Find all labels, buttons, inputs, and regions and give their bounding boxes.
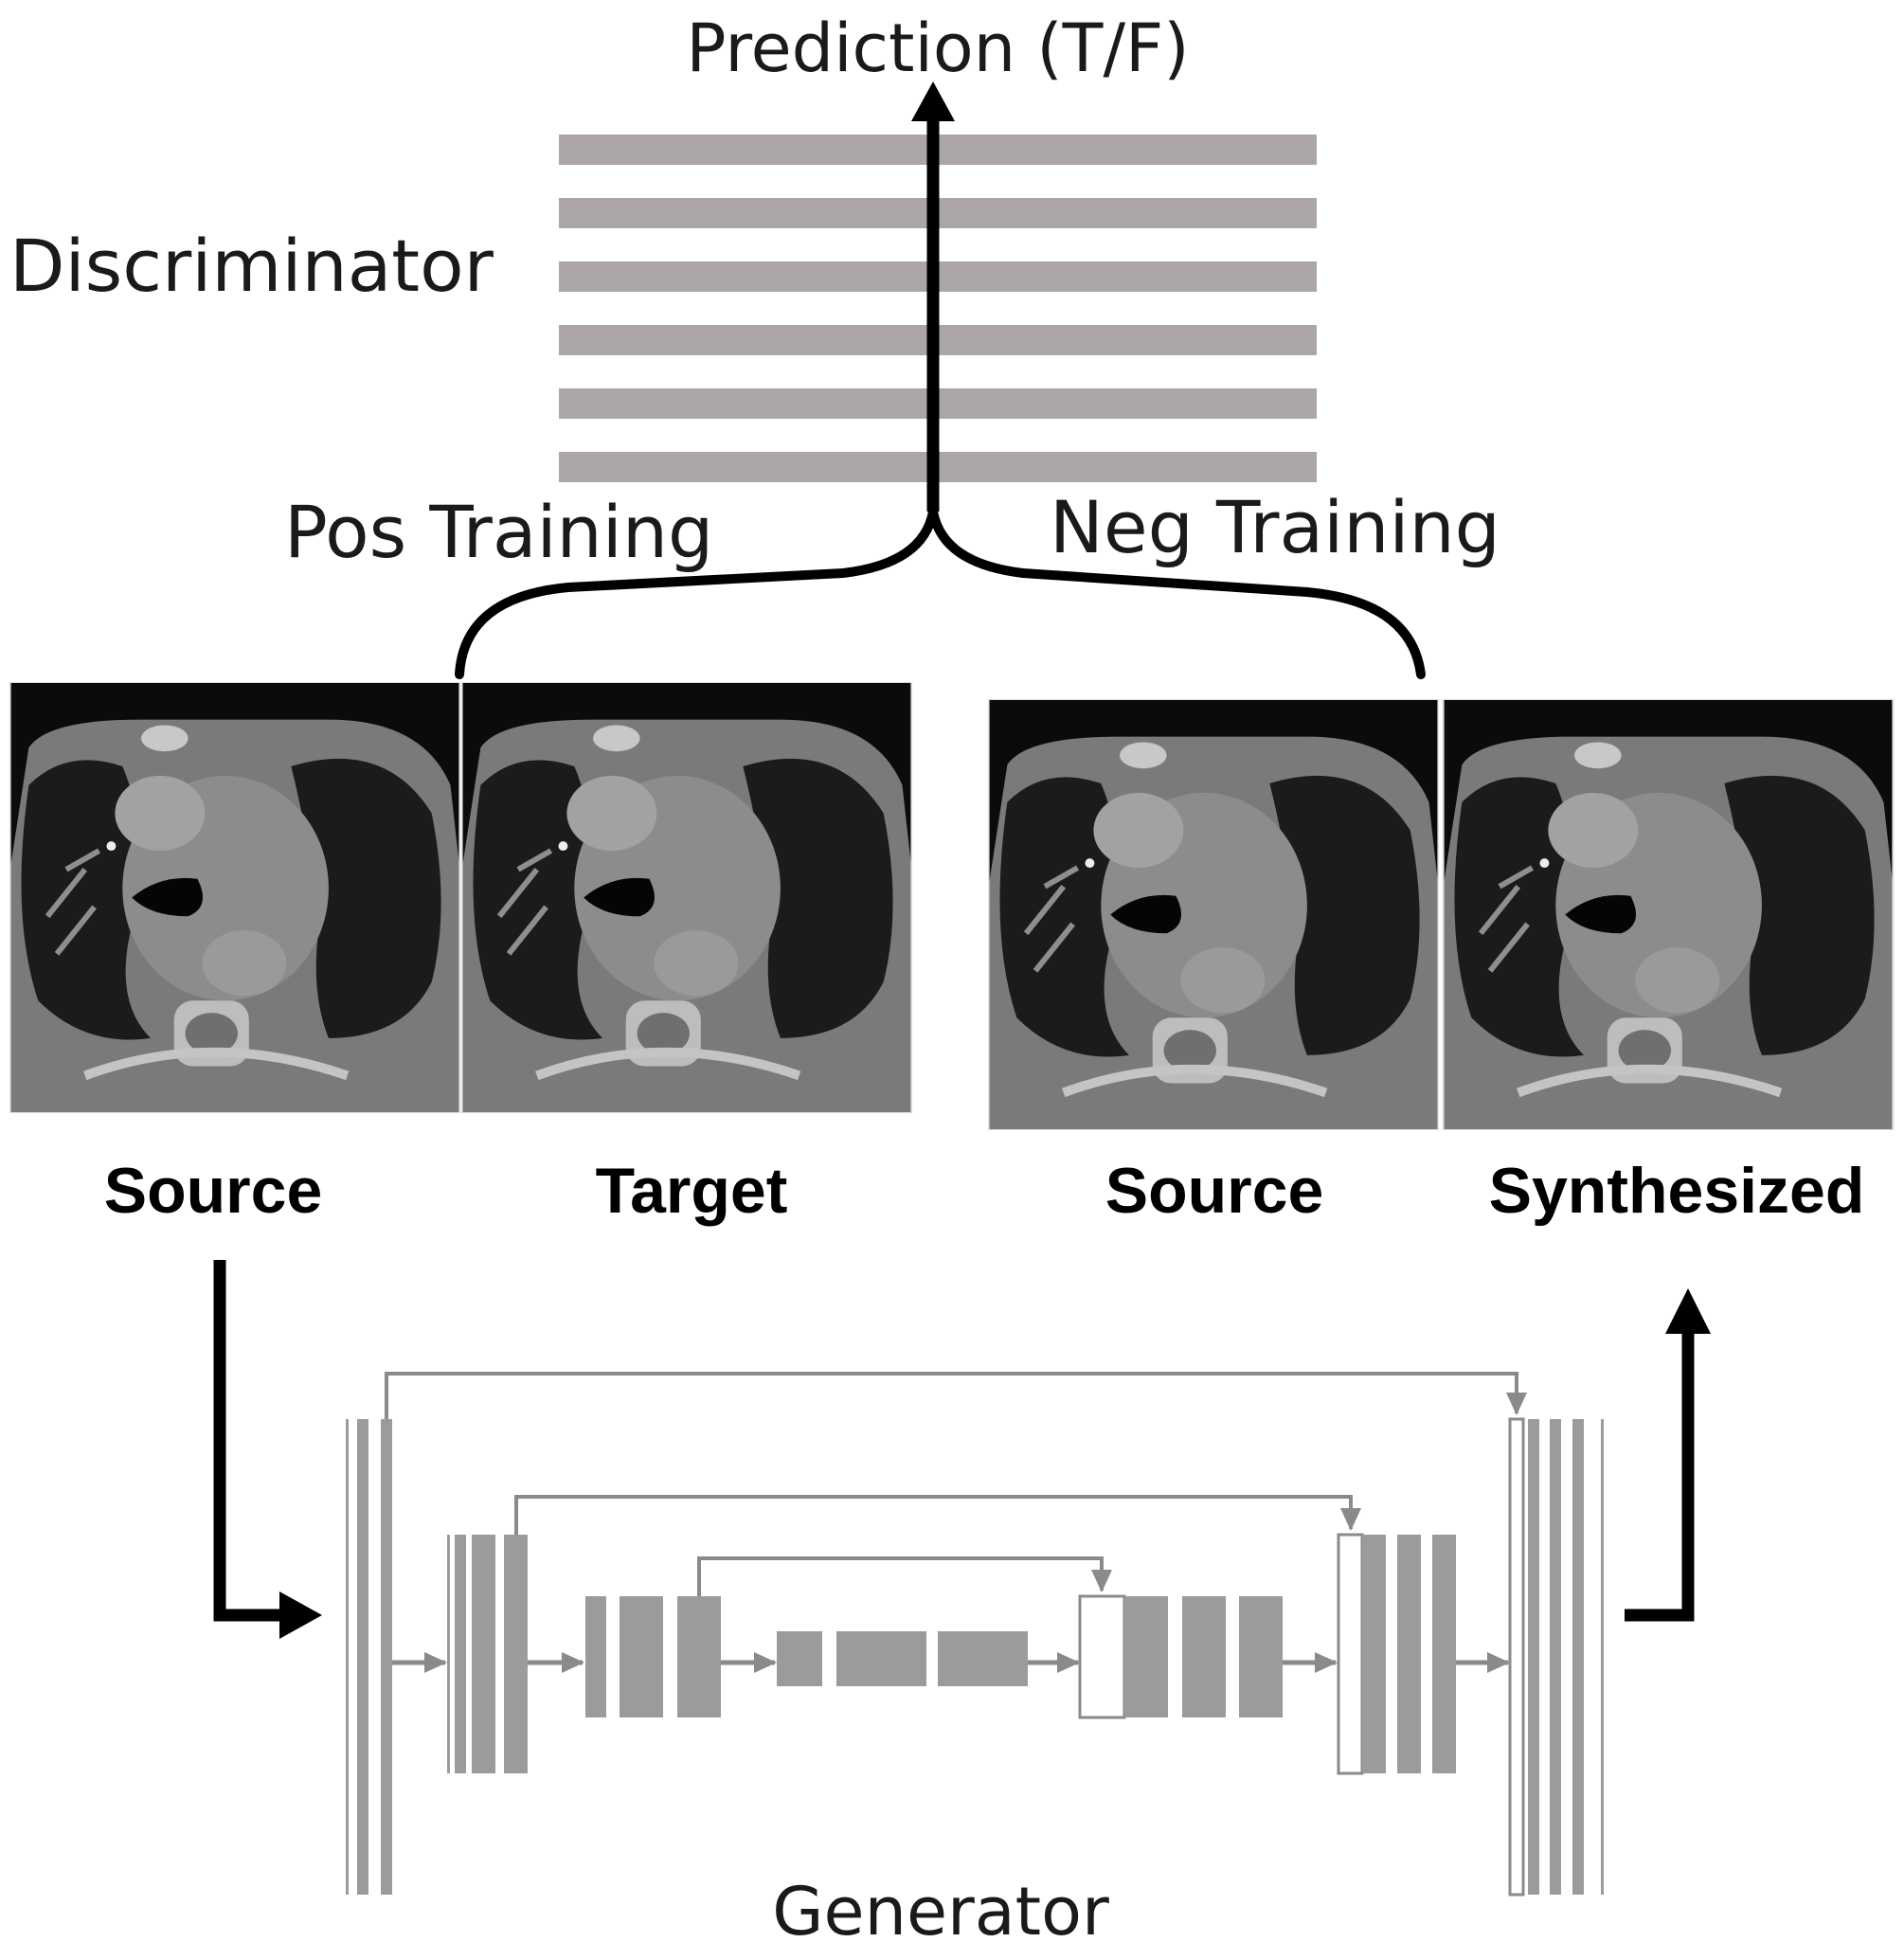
- discriminator: Prediction (T/F) Discriminator Pos Train…: [9, 9, 1500, 679]
- ct-image-source-neg: [989, 699, 1439, 1130]
- training-brace: [455, 510, 1426, 679]
- output-arrowhead: [1665, 1288, 1711, 1334]
- ct-image-target: [462, 682, 912, 1113]
- input-arrow: [213, 1260, 284, 1622]
- generator-title: Generator: [772, 1873, 1109, 1942]
- image-labels: Source Target Source Synthesized: [104, 1155, 1865, 1227]
- discriminator-title: Discriminator: [9, 224, 494, 308]
- generator: Generator: [346, 1372, 1604, 1942]
- input-arrowhead: [279, 1591, 322, 1639]
- neg-training-label: Neg Training: [1050, 485, 1500, 569]
- label-source-2: Source: [1105, 1155, 1324, 1227]
- label-target: Target: [596, 1155, 788, 1227]
- generator-skip-connections: [385, 1372, 1527, 1596]
- ct-image-source-pos: [10, 682, 460, 1113]
- pos-training-label: Pos Training: [284, 490, 713, 574]
- flow-arrows: [213, 1260, 1711, 1639]
- generator-encoder: [346, 1419, 1028, 1895]
- output-arrow: [1625, 1326, 1695, 1622]
- generator-decoder: [1078, 1417, 1604, 1897]
- discriminator-output-arrowhead: [911, 81, 955, 121]
- prediction-label: Prediction (T/F): [686, 9, 1189, 87]
- ct-image-synthesized: [1444, 699, 1894, 1130]
- ct-images: [10, 682, 1894, 1130]
- label-source-1: Source: [104, 1155, 323, 1227]
- label-synthesized: Synthesized: [1489, 1155, 1865, 1227]
